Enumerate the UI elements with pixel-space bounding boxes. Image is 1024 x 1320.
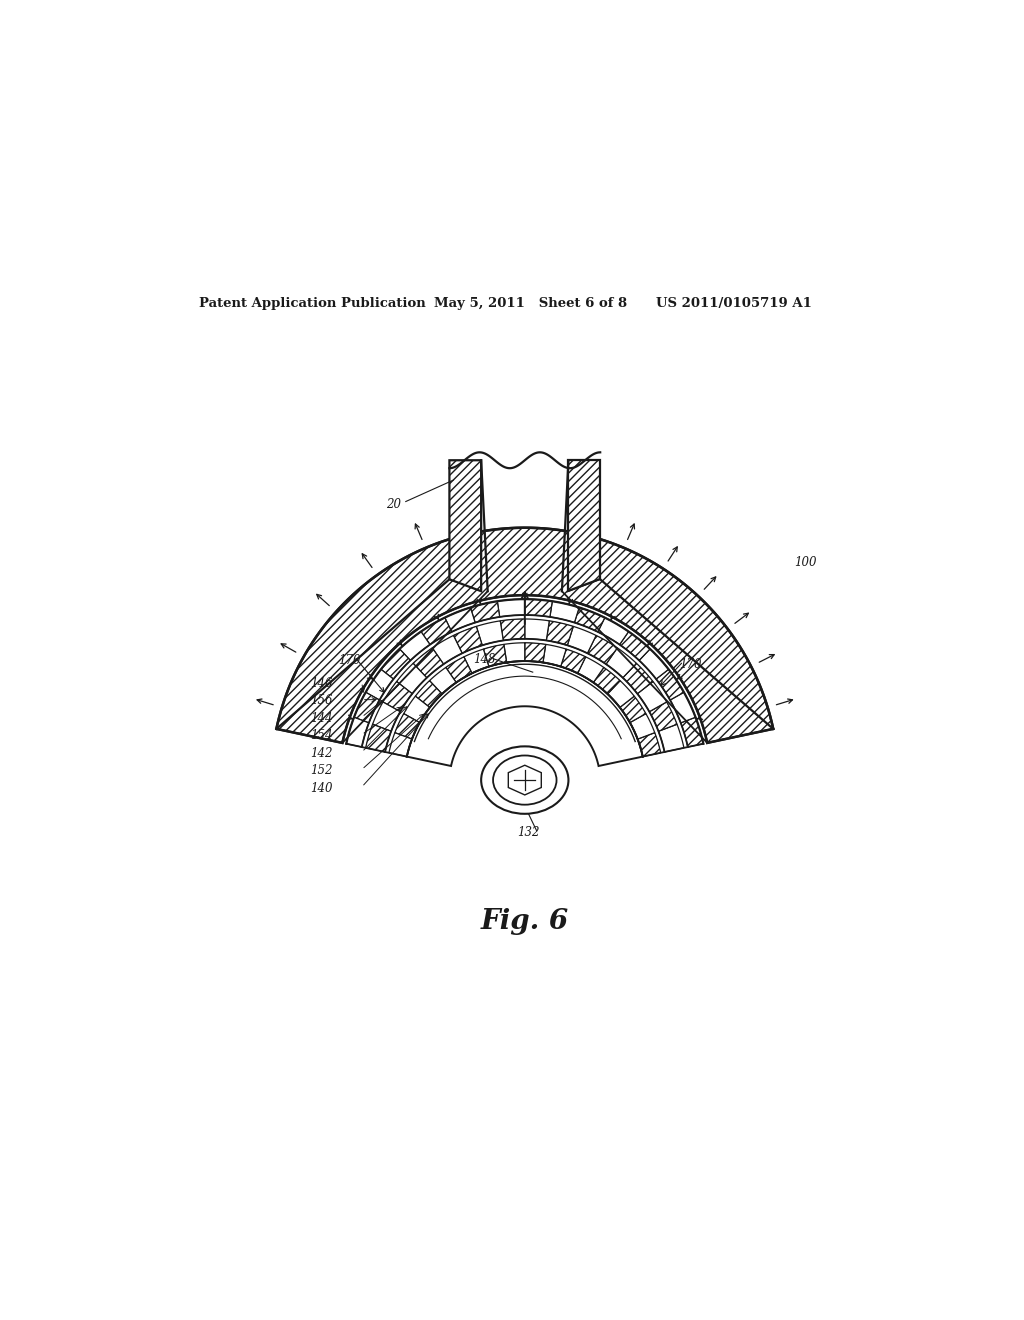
Polygon shape: [649, 702, 677, 731]
Polygon shape: [567, 627, 596, 653]
Text: 20: 20: [386, 498, 401, 511]
Text: 170: 170: [680, 659, 702, 672]
Polygon shape: [656, 669, 684, 700]
Polygon shape: [276, 528, 773, 743]
Polygon shape: [416, 681, 442, 708]
Polygon shape: [524, 619, 549, 640]
Polygon shape: [547, 620, 573, 645]
Polygon shape: [543, 644, 566, 667]
Polygon shape: [574, 607, 605, 632]
Polygon shape: [444, 607, 475, 632]
Polygon shape: [421, 618, 452, 644]
Polygon shape: [620, 631, 650, 660]
Polygon shape: [373, 702, 400, 731]
Polygon shape: [637, 681, 667, 711]
Ellipse shape: [481, 746, 568, 814]
Polygon shape: [504, 643, 524, 663]
Text: 100: 100: [795, 556, 817, 569]
Text: 152: 152: [310, 764, 333, 777]
Polygon shape: [670, 692, 695, 723]
Polygon shape: [381, 649, 411, 678]
Polygon shape: [413, 648, 443, 677]
Polygon shape: [594, 668, 621, 694]
Polygon shape: [354, 692, 380, 723]
Text: 132: 132: [517, 825, 540, 838]
Polygon shape: [470, 601, 500, 623]
Polygon shape: [464, 649, 488, 673]
Polygon shape: [346, 717, 369, 747]
Polygon shape: [524, 643, 546, 663]
Polygon shape: [445, 657, 472, 682]
Polygon shape: [399, 631, 430, 660]
Polygon shape: [366, 725, 391, 752]
Polygon shape: [630, 714, 654, 739]
Polygon shape: [607, 681, 634, 708]
Polygon shape: [623, 664, 653, 694]
Polygon shape: [639, 649, 669, 678]
Polygon shape: [501, 619, 524, 640]
Text: Fig. 6: Fig. 6: [480, 908, 569, 935]
Text: 170: 170: [338, 655, 360, 668]
Text: 148: 148: [473, 652, 496, 665]
Polygon shape: [403, 696, 430, 722]
Polygon shape: [432, 635, 462, 664]
Ellipse shape: [493, 755, 557, 805]
Polygon shape: [550, 601, 580, 623]
Polygon shape: [568, 461, 600, 591]
Polygon shape: [383, 681, 413, 711]
Polygon shape: [524, 599, 552, 616]
Polygon shape: [396, 664, 427, 694]
Polygon shape: [508, 766, 542, 795]
Text: 142: 142: [310, 747, 333, 760]
Text: 154: 154: [310, 730, 333, 742]
Polygon shape: [606, 648, 637, 677]
Polygon shape: [395, 714, 420, 739]
Polygon shape: [658, 725, 684, 752]
Polygon shape: [407, 661, 643, 766]
Polygon shape: [588, 635, 617, 664]
Polygon shape: [389, 733, 412, 756]
Polygon shape: [483, 644, 507, 667]
Text: 156: 156: [310, 694, 333, 708]
Text: May 5, 2011   Sheet 6 of 8: May 5, 2011 Sheet 6 of 8: [433, 297, 627, 310]
Polygon shape: [561, 649, 586, 673]
Polygon shape: [429, 668, 456, 694]
Text: US 2011/0105719 A1: US 2011/0105719 A1: [655, 297, 812, 310]
Polygon shape: [598, 618, 629, 644]
Polygon shape: [681, 717, 703, 747]
Text: 144: 144: [310, 711, 333, 725]
Polygon shape: [476, 620, 503, 645]
Polygon shape: [450, 461, 481, 591]
Polygon shape: [498, 599, 524, 616]
Polygon shape: [366, 669, 393, 700]
Polygon shape: [578, 657, 604, 682]
Text: 140: 140: [310, 781, 333, 795]
Polygon shape: [454, 627, 482, 653]
Text: Patent Application Publication: Patent Application Publication: [200, 297, 426, 310]
Polygon shape: [638, 733, 660, 756]
Text: 146: 146: [310, 677, 333, 690]
Polygon shape: [620, 696, 646, 722]
